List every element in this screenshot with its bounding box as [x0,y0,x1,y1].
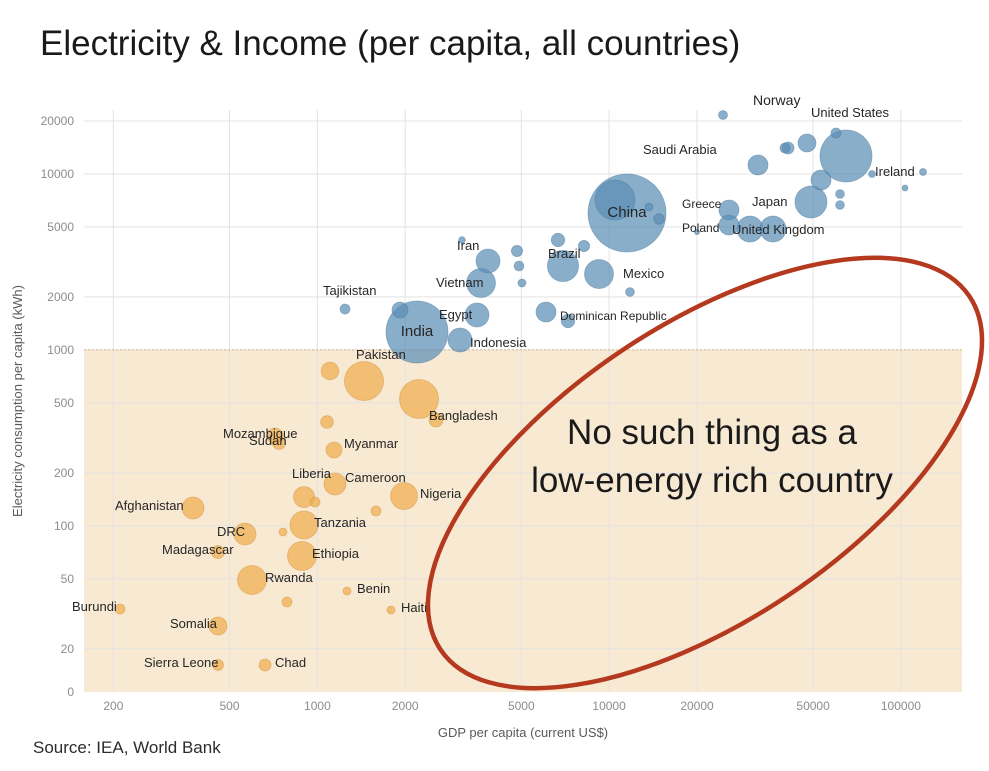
svg-text:Tanzania: Tanzania [314,515,367,530]
svg-text:Vietnam: Vietnam [436,275,483,290]
svg-text:10000: 10000 [41,167,75,181]
svg-text:Japan: Japan [752,194,787,209]
svg-text:China: China [607,204,647,221]
svg-text:Indonesia: Indonesia [470,335,527,350]
svg-text:Electricity consumption per ca: Electricity consumption per capita (kWh) [10,285,25,517]
svg-text:Bangladesh: Bangladesh [429,408,498,423]
svg-text:5000: 5000 [47,220,74,234]
svg-text:Burundi: Burundi [72,599,117,614]
svg-text:Brazil: Brazil [548,246,581,261]
svg-text:Sierra Leone: Sierra Leone [144,655,218,670]
svg-text:Ethiopia: Ethiopia [312,546,360,561]
svg-text:20: 20 [61,642,75,656]
svg-text:Benin: Benin [357,581,390,596]
svg-text:0: 0 [67,685,74,699]
svg-text:United Kingdom: United Kingdom [732,222,825,237]
svg-text:500: 500 [54,396,74,410]
svg-text:20000: 20000 [680,699,714,713]
svg-text:DRC: DRC [217,524,245,539]
svg-text:Chad: Chad [275,655,306,670]
svg-text:Ireland: Ireland [875,164,915,179]
svg-text:GDP per capita (current US$): GDP per capita (current US$) [438,725,608,740]
svg-text:50: 50 [61,572,75,586]
svg-text:Cameroon: Cameroon [345,470,406,485]
svg-text:20000: 20000 [41,114,75,128]
svg-text:100000: 100000 [881,699,921,713]
svg-text:Afghanistan: Afghanistan [115,498,184,513]
svg-text:Tajikistan: Tajikistan [323,283,376,298]
svg-text:5000: 5000 [508,699,535,713]
svg-text:No such thing as a: No such thing as a [567,413,857,452]
svg-text:Greece: Greece [682,197,722,211]
svg-text:low-energy rich country: low-energy rich country [531,461,893,500]
svg-text:Iran: Iran [457,238,479,253]
svg-text:Liberia: Liberia [292,466,332,481]
svg-text:Pakistan: Pakistan [356,347,406,362]
svg-text:Somalia: Somalia [170,616,218,631]
svg-text:200: 200 [54,466,74,480]
svg-text:United States: United States [811,105,890,120]
svg-text:50000: 50000 [796,699,830,713]
svg-text:Mexico: Mexico [623,266,664,281]
svg-text:Poland: Poland [682,221,719,235]
svg-text:500: 500 [219,699,239,713]
svg-text:10000: 10000 [592,699,626,713]
svg-text:Norway: Norway [753,92,800,108]
svg-text:Saudi Arabia: Saudi Arabia [643,142,717,157]
svg-text:Haiti: Haiti [401,600,427,615]
svg-text:Myanmar: Myanmar [344,436,399,451]
svg-text:Rwanda: Rwanda [265,570,313,585]
svg-text:100: 100 [54,519,74,533]
svg-text:1000: 1000 [47,343,74,357]
svg-text:2000: 2000 [47,290,74,304]
svg-text:Madagascar: Madagascar [162,542,234,557]
svg-text:Egypt: Egypt [439,307,473,322]
svg-text:Dominican Republic: Dominican Republic [560,309,667,323]
svg-text:200: 200 [103,699,123,713]
svg-text:Nigeria: Nigeria [420,486,462,501]
svg-text:India: India [401,323,434,340]
svg-text:2000: 2000 [392,699,419,713]
svg-text:1000: 1000 [304,699,331,713]
svg-text:Sudan: Sudan [249,433,287,448]
